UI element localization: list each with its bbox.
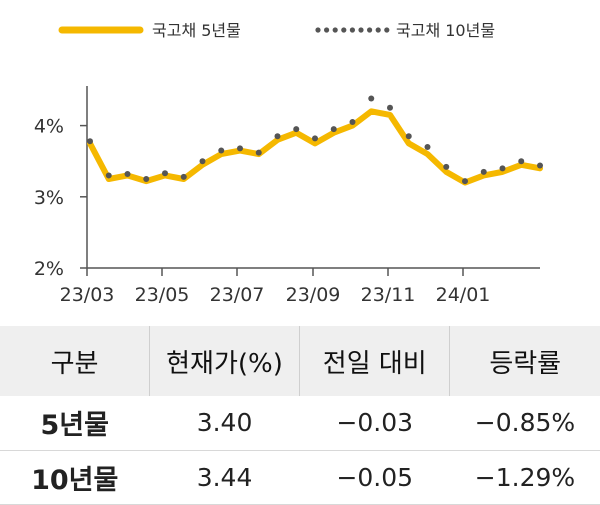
header-change: 전일 대비 — [299, 326, 450, 396]
legend-label-5y: 국고채 5년물 — [152, 21, 241, 40]
cell-current: 3.44 — [196, 462, 253, 492]
x-tick-label: 23/07 — [210, 284, 265, 306]
series-point-10y — [218, 147, 225, 154]
x-ticks: 23/03 23/05 23/07 23/09 23/11 24/01 — [60, 268, 491, 306]
table-row: 10년물 3.44 −0.05 −1.29% — [0, 450, 600, 504]
series-point-10y — [180, 173, 187, 180]
cell-current: 3.40 — [196, 408, 253, 438]
series-point-10y — [87, 138, 93, 145]
series-point-10y — [518, 158, 525, 165]
header-current: 현재가(%) — [148, 326, 300, 396]
series-point-10y — [537, 162, 543, 169]
y-ticks: 2% 3% 4% — [34, 116, 87, 280]
legend-swatch-10y — [315, 27, 390, 33]
cell-rate: −1.29% — [474, 462, 576, 492]
row-label: 5년물 — [40, 410, 109, 442]
legend-dot — [375, 27, 381, 33]
series-line-5y — [87, 108, 543, 186]
cell-change: −0.05 — [336, 462, 414, 492]
series-point-10y — [499, 165, 506, 172]
legend-dot — [384, 27, 390, 33]
series-point-10y — [480, 168, 487, 175]
series-point-10y — [462, 178, 468, 185]
y-tick-label: 3% — [34, 187, 64, 209]
legend: 국고채 5년물 국고채 10년물 — [58, 21, 495, 40]
series-point-10y — [349, 119, 356, 126]
legend-dot — [349, 27, 355, 33]
x-tick-label: 23/05 — [135, 284, 190, 306]
series-point-10y — [405, 133, 412, 140]
plot-area — [87, 95, 543, 186]
x-tick-label: 24/01 — [436, 284, 491, 306]
legend-dot — [367, 27, 373, 33]
y-tick-label: 4% — [34, 116, 64, 138]
series-point-10y — [424, 143, 431, 150]
yield-table: 구분 현재가(%) 전일 대비 등락률 5년물 3.40 −0.03 −0.85… — [0, 326, 600, 505]
table-row: 5년물 3.40 −0.03 −0.85% — [0, 396, 600, 450]
x-tick-label: 23/09 — [286, 284, 341, 306]
legend-dot — [315, 27, 321, 33]
series-point-10y — [274, 133, 281, 140]
cell-change: −0.03 — [336, 408, 414, 438]
legend-dot — [358, 27, 364, 33]
series-point-10y — [387, 104, 393, 111]
header-rate: 등락률 — [449, 326, 600, 396]
series-point-10y — [368, 95, 375, 102]
row-label: 10년물 — [31, 464, 119, 496]
series-point-10y — [143, 176, 150, 182]
y-tick-label: 2% — [34, 258, 64, 280]
legend-dot — [332, 27, 338, 33]
legend-label-10y: 국고채 10년물 — [396, 21, 495, 40]
x-tick-label: 23/03 — [60, 284, 115, 306]
yield-chart: 국고채 5년물 국고채 10년물 2%3%4% 23/03 23/05 23/07 2… — [34, 21, 543, 306]
legend-dot — [324, 27, 330, 33]
x-tick-label: 23/11 — [361, 284, 416, 306]
series-point-10y — [312, 135, 318, 142]
table-header-row: 구분 현재가(%) 전일 대비 등락률 — [0, 326, 600, 396]
series-point-10y — [255, 149, 262, 156]
series-point-10y — [293, 126, 300, 133]
series-point-10y — [105, 172, 112, 179]
series-point-10y — [162, 170, 168, 177]
series-point-10y — [443, 163, 450, 170]
series-point-10y — [330, 126, 337, 133]
series-point-10y — [199, 158, 206, 165]
series-point-10y — [237, 145, 243, 152]
series-point-10y — [124, 171, 131, 178]
cell-rate: −0.85% — [474, 408, 576, 438]
header-category: 구분 — [50, 348, 99, 379]
legend-dot — [341, 27, 347, 33]
